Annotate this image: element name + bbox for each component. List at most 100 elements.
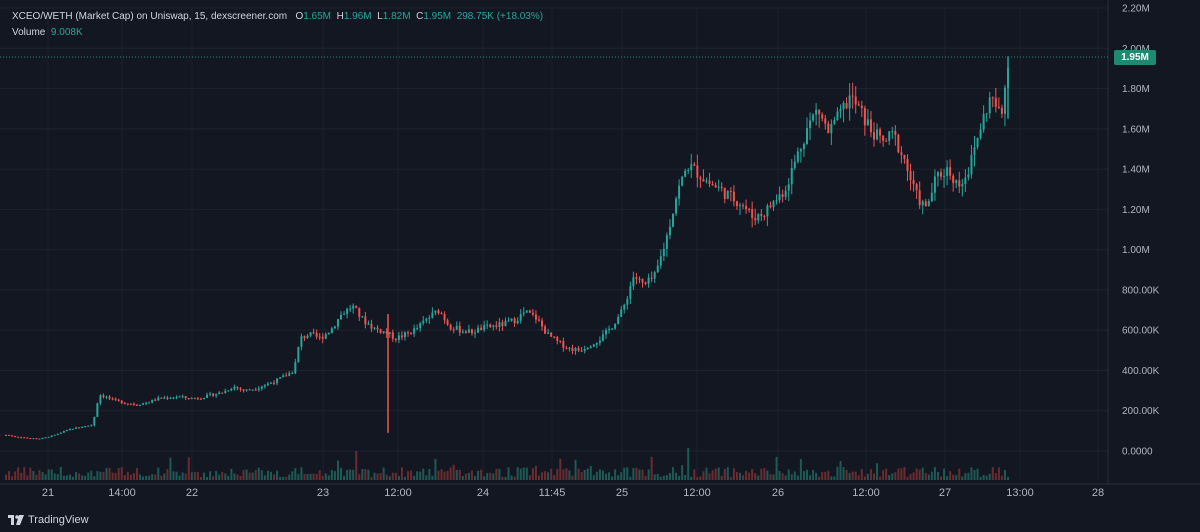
candle-body bbox=[126, 403, 129, 405]
volume-bar bbox=[860, 469, 863, 480]
candle-body bbox=[675, 198, 678, 214]
volume-bar bbox=[81, 475, 84, 480]
volume-bar bbox=[912, 472, 915, 480]
candle-body bbox=[135, 404, 138, 406]
candle-body bbox=[970, 154, 973, 175]
candle-body bbox=[206, 394, 209, 398]
candle-body bbox=[455, 325, 458, 330]
candle-body bbox=[778, 194, 781, 201]
candle-body bbox=[355, 305, 358, 308]
candle-body bbox=[821, 114, 824, 119]
volume-bar bbox=[632, 468, 635, 480]
volume-bar bbox=[507, 467, 510, 480]
candle-body bbox=[330, 328, 333, 334]
volume-bar bbox=[29, 467, 32, 480]
candle-body bbox=[537, 319, 540, 321]
volume-bar bbox=[154, 474, 157, 480]
candle-body bbox=[391, 332, 394, 339]
candle-body bbox=[294, 362, 297, 374]
candle-body bbox=[224, 390, 227, 394]
y-tick-label: 1.60M bbox=[1122, 124, 1150, 135]
candle-body bbox=[78, 427, 81, 429]
candle-body bbox=[364, 316, 367, 325]
candle-body bbox=[29, 438, 32, 440]
volume-bar bbox=[620, 472, 623, 480]
volume-bar bbox=[312, 473, 315, 480]
candle-body bbox=[394, 338, 397, 341]
volume-bar bbox=[705, 467, 708, 480]
volume-bar bbox=[805, 469, 808, 480]
volume-bar bbox=[376, 473, 379, 480]
volume-bar bbox=[196, 472, 199, 480]
volume-bar bbox=[96, 470, 99, 480]
volume-bars bbox=[5, 447, 1009, 480]
candle-body bbox=[467, 329, 470, 333]
volume-bar bbox=[738, 472, 741, 480]
volume-bar bbox=[455, 469, 458, 480]
candle-body bbox=[754, 218, 757, 221]
volume-bar bbox=[617, 475, 620, 480]
candle-body bbox=[629, 286, 632, 299]
volume-bar bbox=[866, 473, 869, 480]
time-axis: 21 14:00 22 23 12:00 24 11:45 25 12:00 26 12:00 27 1… bbox=[42, 487, 1104, 499]
candle-body bbox=[681, 176, 684, 186]
candle-body bbox=[41, 437, 44, 439]
volume-bar bbox=[129, 474, 132, 480]
candle-body bbox=[592, 344, 595, 347]
candle-body bbox=[921, 201, 924, 206]
candle-body bbox=[650, 277, 653, 279]
x-tick-label: 23 bbox=[317, 487, 329, 499]
volume-bar bbox=[461, 475, 464, 480]
volume-bar bbox=[306, 473, 309, 480]
tradingview-branding[interactable]: TradingView bbox=[8, 514, 89, 526]
candle-body bbox=[623, 304, 626, 310]
volume-bar bbox=[501, 476, 504, 480]
candle-body bbox=[738, 205, 741, 207]
volume-bar bbox=[541, 472, 544, 480]
volume-bar bbox=[504, 476, 507, 480]
candle-body bbox=[169, 398, 172, 400]
volume-bar bbox=[422, 468, 425, 480]
candle-body bbox=[742, 205, 745, 207]
candle-body bbox=[62, 431, 65, 433]
volume-bar bbox=[221, 472, 224, 480]
candle-body bbox=[760, 213, 763, 216]
candle-body bbox=[958, 180, 961, 187]
volume-bar bbox=[510, 475, 513, 480]
volume-bar bbox=[583, 469, 586, 480]
candle-body bbox=[114, 398, 117, 400]
volume-bar bbox=[778, 471, 781, 480]
candle-body bbox=[766, 205, 769, 217]
candle-body bbox=[102, 395, 105, 398]
candle-body bbox=[906, 159, 909, 172]
volume-bar bbox=[793, 471, 796, 480]
candle-body bbox=[687, 170, 690, 172]
candle-body bbox=[8, 434, 11, 436]
volume-bar bbox=[26, 475, 29, 480]
candle-body bbox=[428, 317, 431, 319]
candle-body bbox=[882, 135, 885, 141]
volume-bar bbox=[729, 476, 732, 480]
candle-body bbox=[403, 332, 406, 338]
volume-bar bbox=[23, 467, 26, 480]
candle-body bbox=[632, 277, 635, 287]
candle-body bbox=[151, 399, 154, 403]
candle-body bbox=[464, 331, 467, 333]
volume-bar bbox=[379, 473, 382, 480]
candle-body bbox=[763, 215, 766, 217]
volume-bar bbox=[105, 468, 108, 480]
candle-body bbox=[988, 97, 991, 114]
volume-bar bbox=[799, 459, 802, 480]
candle-body bbox=[242, 389, 245, 391]
candle-body bbox=[772, 201, 775, 208]
symbol-title: XCEO/WETH (Market Cap) on Uniswap, 15, d… bbox=[12, 11, 288, 22]
candle-body bbox=[486, 324, 489, 326]
candle-body bbox=[105, 396, 108, 398]
volume-bar bbox=[1003, 469, 1006, 480]
volume-bar bbox=[900, 468, 903, 480]
candle-body bbox=[976, 138, 979, 148]
volume-bar bbox=[218, 474, 221, 480]
candle-body bbox=[997, 106, 1000, 108]
candle-body bbox=[943, 175, 946, 177]
